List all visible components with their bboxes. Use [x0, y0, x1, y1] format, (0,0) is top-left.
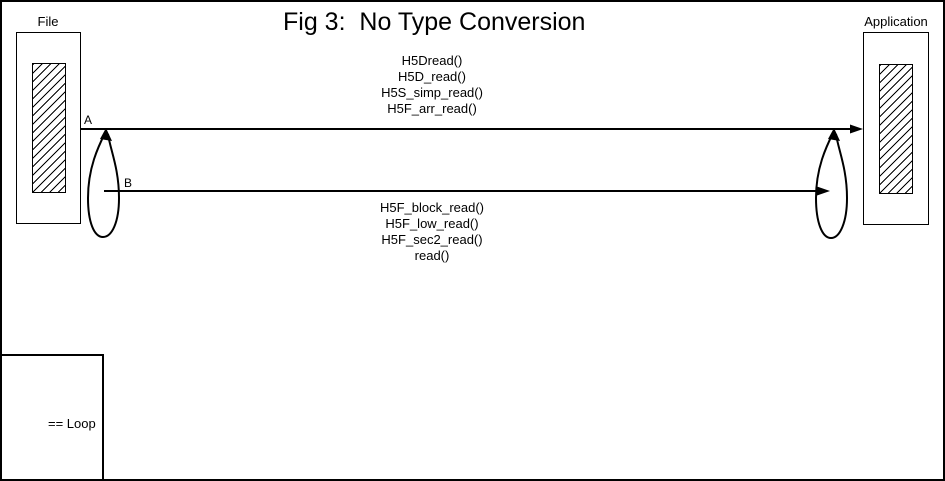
figure-title: Fig 3: No Type Conversion — [283, 8, 586, 36]
legend-label: == Loop — [48, 416, 96, 431]
function-name: read() — [414, 248, 450, 263]
arrow-a-label: A — [84, 113, 93, 127]
function-name: H5S_simp_read() — [381, 85, 483, 100]
arrow-a-function-stack: H5Dread() H5D_read() H5S_simp_read() H5F… — [282, 53, 582, 117]
file-data-hatch — [32, 63, 66, 193]
function-name: H5F_arr_read() — [387, 101, 477, 116]
arrow-b-arrowhead-icon — [817, 186, 830, 196]
arrow-b-function-stack: H5F_block_read() H5F_low_read() H5F_sec2… — [282, 200, 582, 264]
function-name: H5F_low_read() — [385, 216, 479, 231]
loop-right-icon — [814, 130, 849, 240]
loop-left-arrowhead-icon — [100, 128, 112, 141]
loop-left-icon — [86, 130, 121, 239]
loop-right-arrowhead-icon — [828, 128, 840, 141]
function-name: H5F_block_read() — [379, 200, 485, 215]
arrow-b-label: B — [124, 176, 133, 190]
function-name: H5F_sec2_read() — [381, 232, 483, 247]
function-name: H5Dread() — [401, 53, 463, 68]
function-name: H5D_read() — [398, 69, 466, 84]
arrow-a-arrowhead-icon — [850, 124, 863, 134]
file-box-label: File — [37, 14, 59, 29]
application-box-label: Application — [864, 14, 928, 29]
application-data-hatch — [879, 64, 913, 194]
